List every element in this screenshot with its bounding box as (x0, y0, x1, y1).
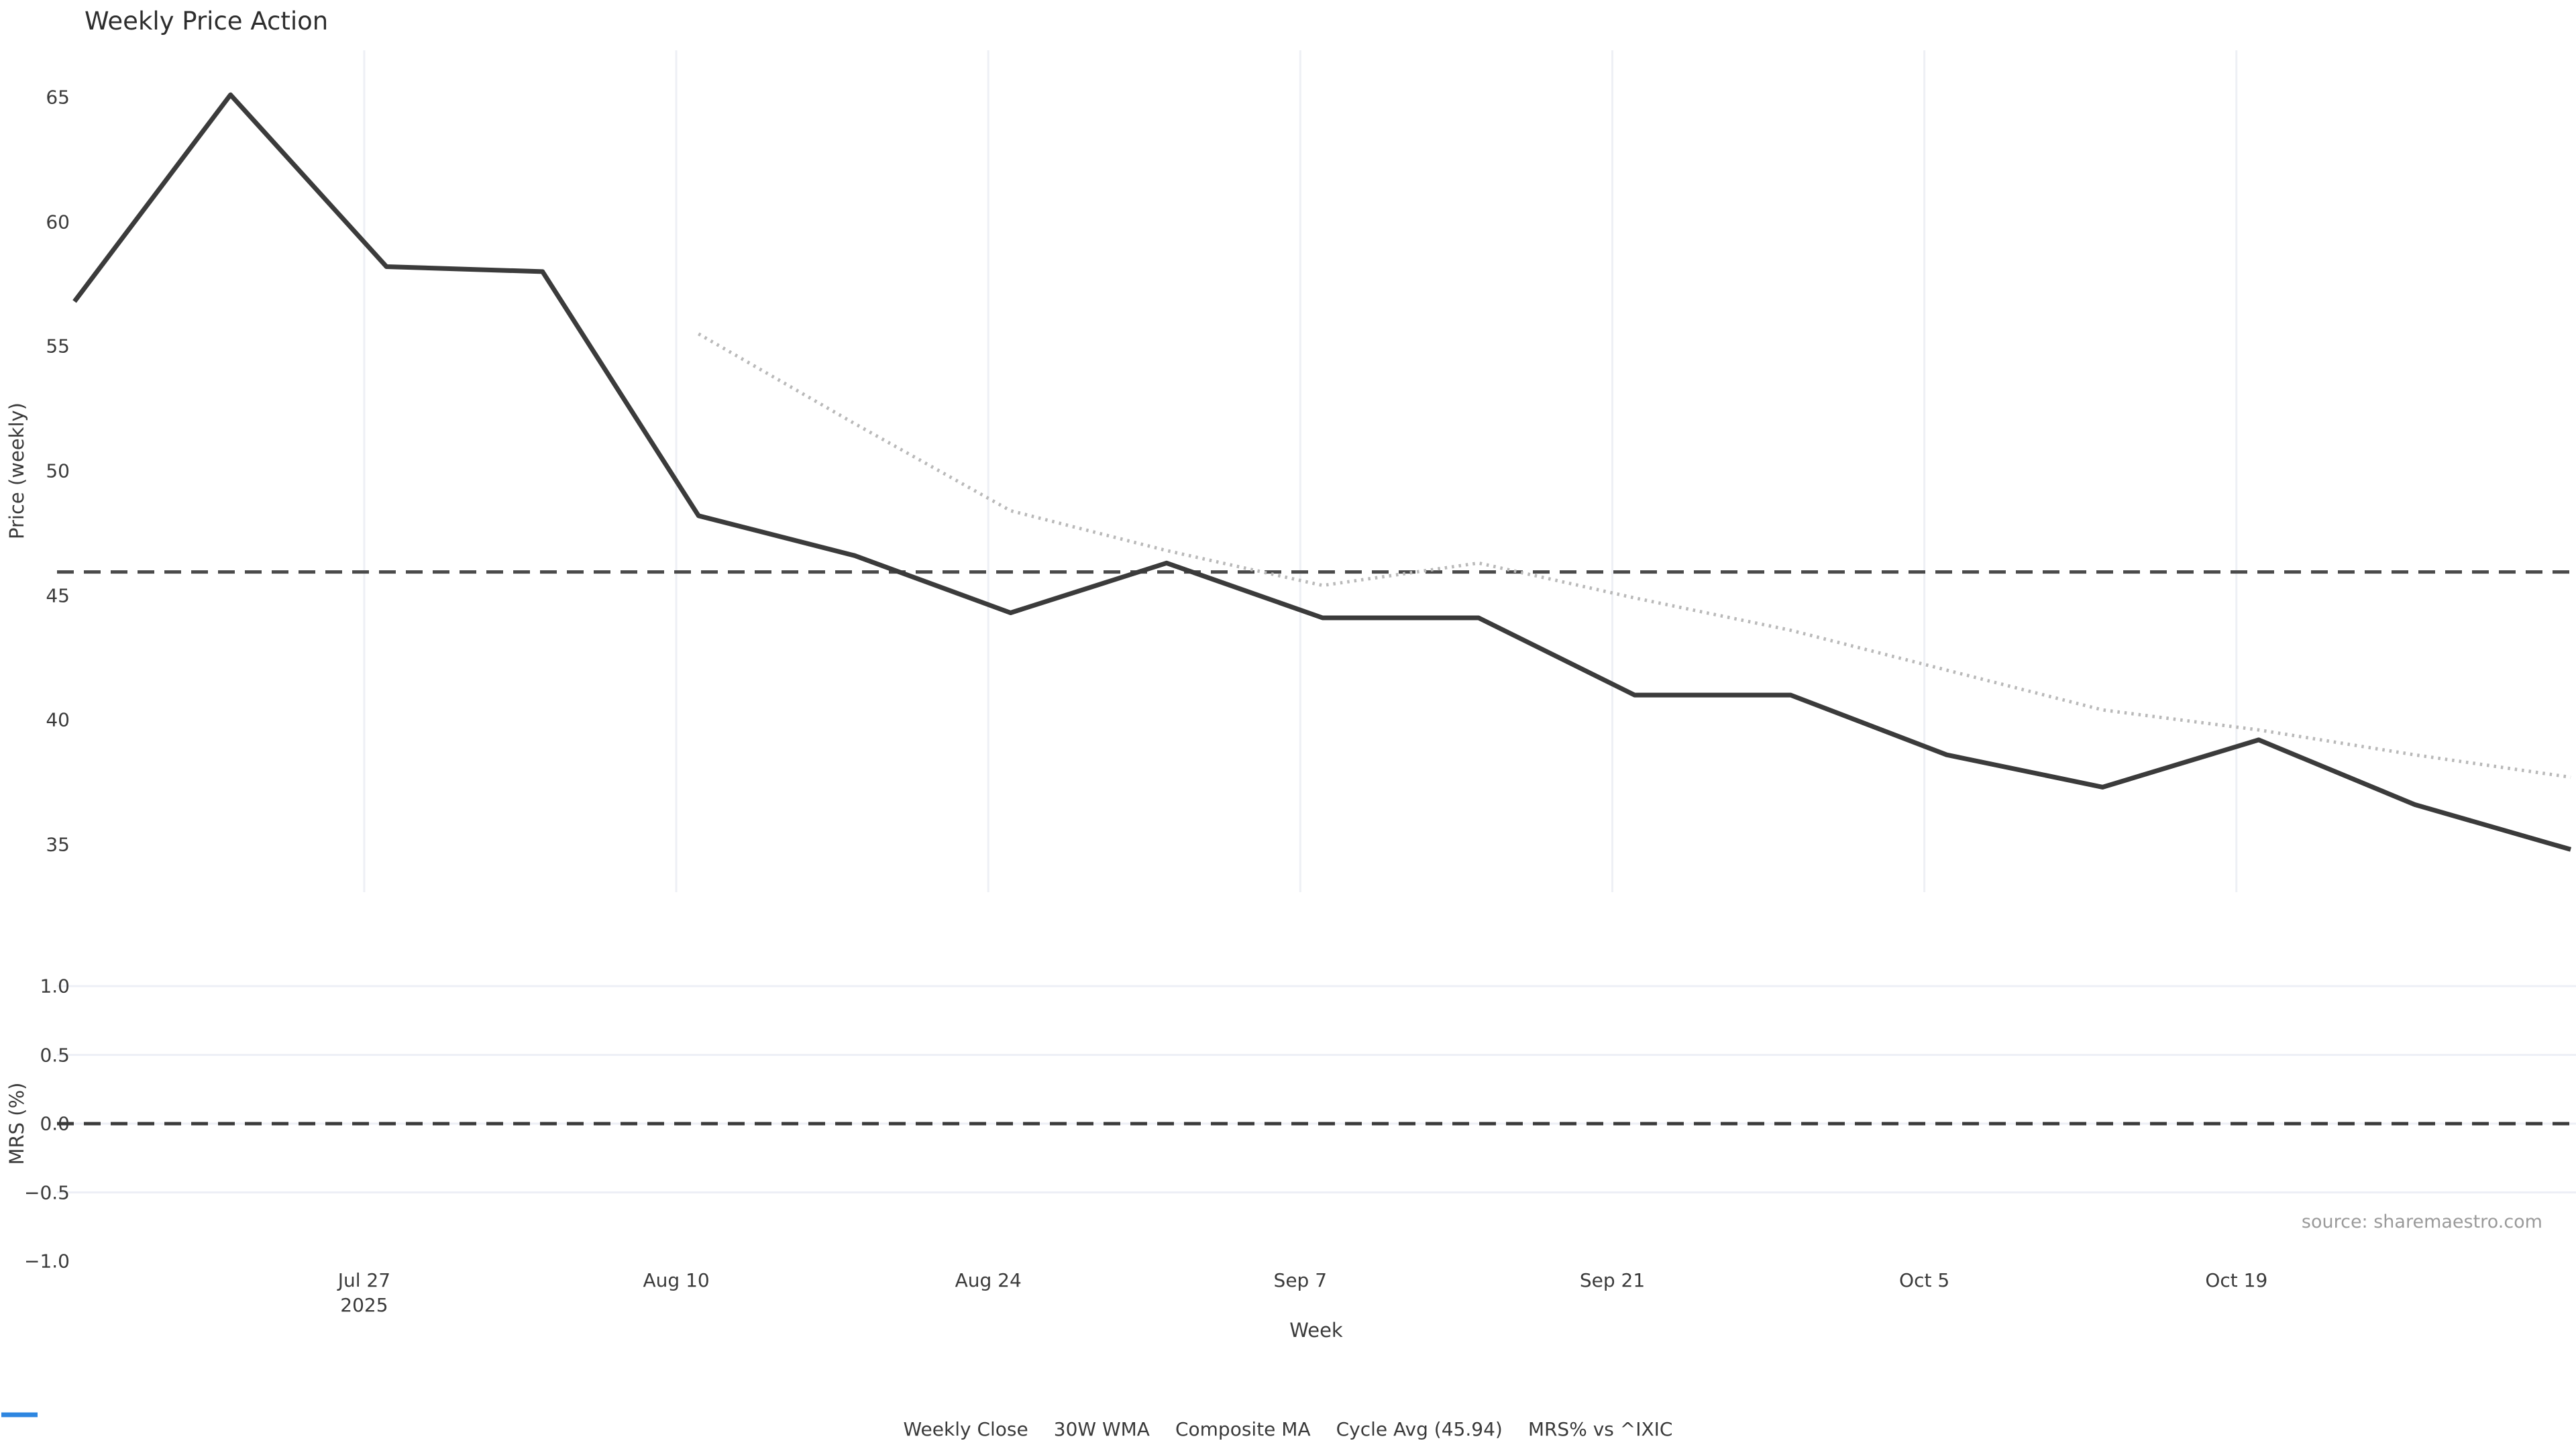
week-tick: Oct 19 (2205, 1268, 2267, 1293)
week-tick: Sep 7 (1274, 1268, 1328, 1293)
chart-title: Weekly Price Action (85, 7, 329, 36)
week-tick: Oct 5 (1899, 1268, 1949, 1293)
chart-legend: Weekly Close 30W WMA Composite MA Cycle Avg… (0, 1411, 2576, 1446)
price-ytick: 40 (46, 708, 70, 731)
price-ytick: 50 (46, 460, 70, 482)
week-tick: Sep 21 (1580, 1268, 1645, 1293)
legend-label: Weekly Close (903, 1417, 1028, 1440)
mrs-vs-ixic-swatch-icon (1, 1412, 38, 1417)
mrs-ytick: 1.0 (40, 975, 70, 998)
legend-label: Composite MA (1175, 1417, 1311, 1440)
mrs-ytick: −1.0 (24, 1250, 70, 1273)
mrs-ytick: −0.5 (24, 1181, 70, 1203)
composite-ma-line (698, 332, 2571, 780)
price-ytick: 65 (46, 86, 70, 109)
source-credit: source: sharemaestro.com (2301, 1212, 2542, 1232)
week-tick: Aug 10 (643, 1268, 709, 1293)
price-ytick: 60 (46, 211, 70, 233)
mrs-ytick: 0.0 (40, 1112, 70, 1135)
legend-item: Composite MA (1, 1413, 1311, 1440)
week-tick-date: Aug 24 (955, 1269, 1022, 1291)
week-tick-date: Aug 10 (643, 1269, 710, 1291)
week-tick: Aug 24 (955, 1268, 1022, 1293)
legend-label: MRS% vs ^IXIC (1527, 1417, 1673, 1440)
legend-label: Cycle Avg (45.94) (1336, 1417, 1503, 1440)
legend-item: MRS% vs ^IXIC (1, 1412, 1673, 1440)
price-axis-label: Price (weekly) (5, 402, 28, 540)
mrs-axis-label: MRS (%) (5, 1082, 28, 1165)
mrs-ytick: 0.5 (40, 1044, 70, 1066)
legend-item: Weekly Close (1, 1412, 1028, 1440)
week-tick-year: 2025 (340, 1294, 388, 1316)
week-tick-date: Oct 5 (1899, 1269, 1950, 1291)
week-tick-date: Sep 21 (1579, 1269, 1646, 1291)
legend-item: 30W WMA (1, 1412, 1150, 1440)
price-ytick: 45 (46, 584, 70, 607)
week-tick-date: Sep 7 (1273, 1269, 1328, 1291)
price-ytick: 55 (46, 335, 70, 358)
price-ytick: 35 (46, 833, 70, 856)
weekly-close-line (72, 92, 2572, 852)
week-tick-date: Jul 27 (337, 1269, 391, 1291)
legend-item: Cycle Avg (45.94) (1, 1412, 1503, 1440)
week-tick-date: Oct 19 (2205, 1269, 2268, 1291)
week-tick: Jul 27 2025 (338, 1268, 390, 1318)
legend-label: 30W WMA (1053, 1417, 1150, 1440)
x-axis-label: Week (1289, 1319, 1343, 1342)
